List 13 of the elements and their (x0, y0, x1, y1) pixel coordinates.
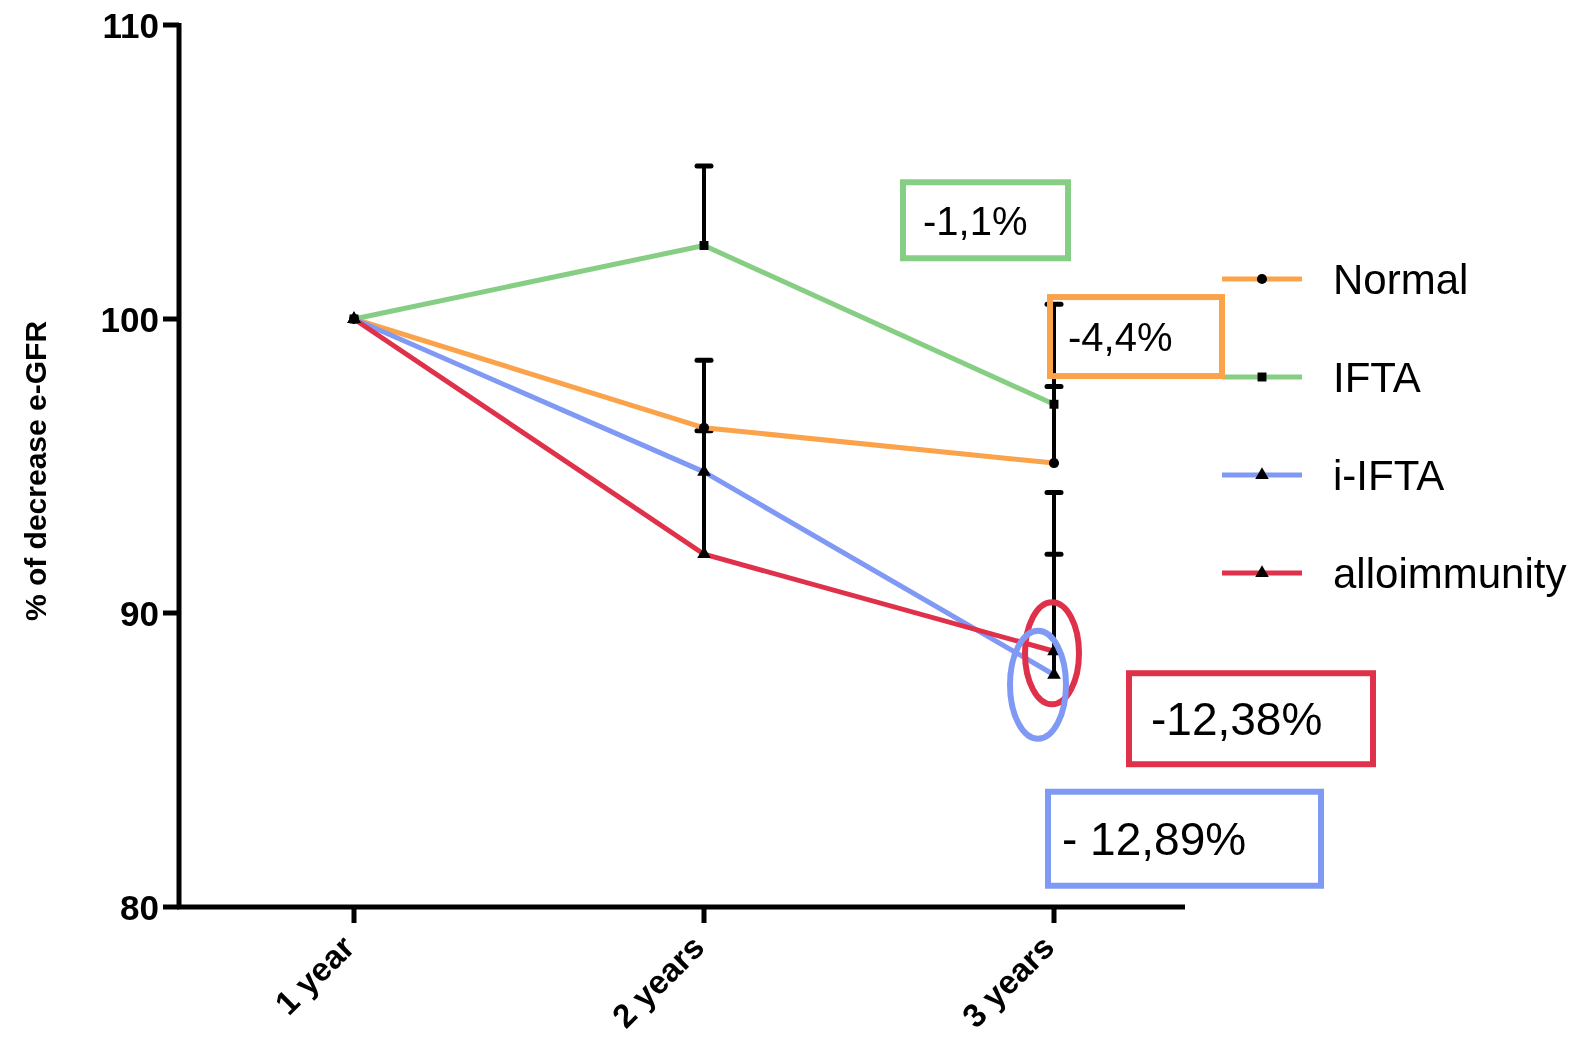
annotation: -12,38% (1151, 693, 1323, 746)
legend-label: Normal (1333, 256, 1469, 304)
y-tick-label: 90 (120, 593, 159, 633)
y-tick-label: 80 (120, 887, 159, 927)
annotation: -1,1% (923, 198, 1028, 243)
legend-label: IFTA (1333, 354, 1421, 402)
annotation: - 12,89% (1062, 813, 1247, 866)
legend-label: alloimmunity (1333, 550, 1567, 598)
y-axis-title: % of decrease e-GFR (19, 320, 52, 622)
legend-label: i-IFTA (1333, 452, 1445, 500)
y-tick-label: 100 (100, 299, 159, 339)
annotation: -4,4% (1068, 314, 1173, 359)
y-tick-label: 110 (102, 5, 159, 45)
